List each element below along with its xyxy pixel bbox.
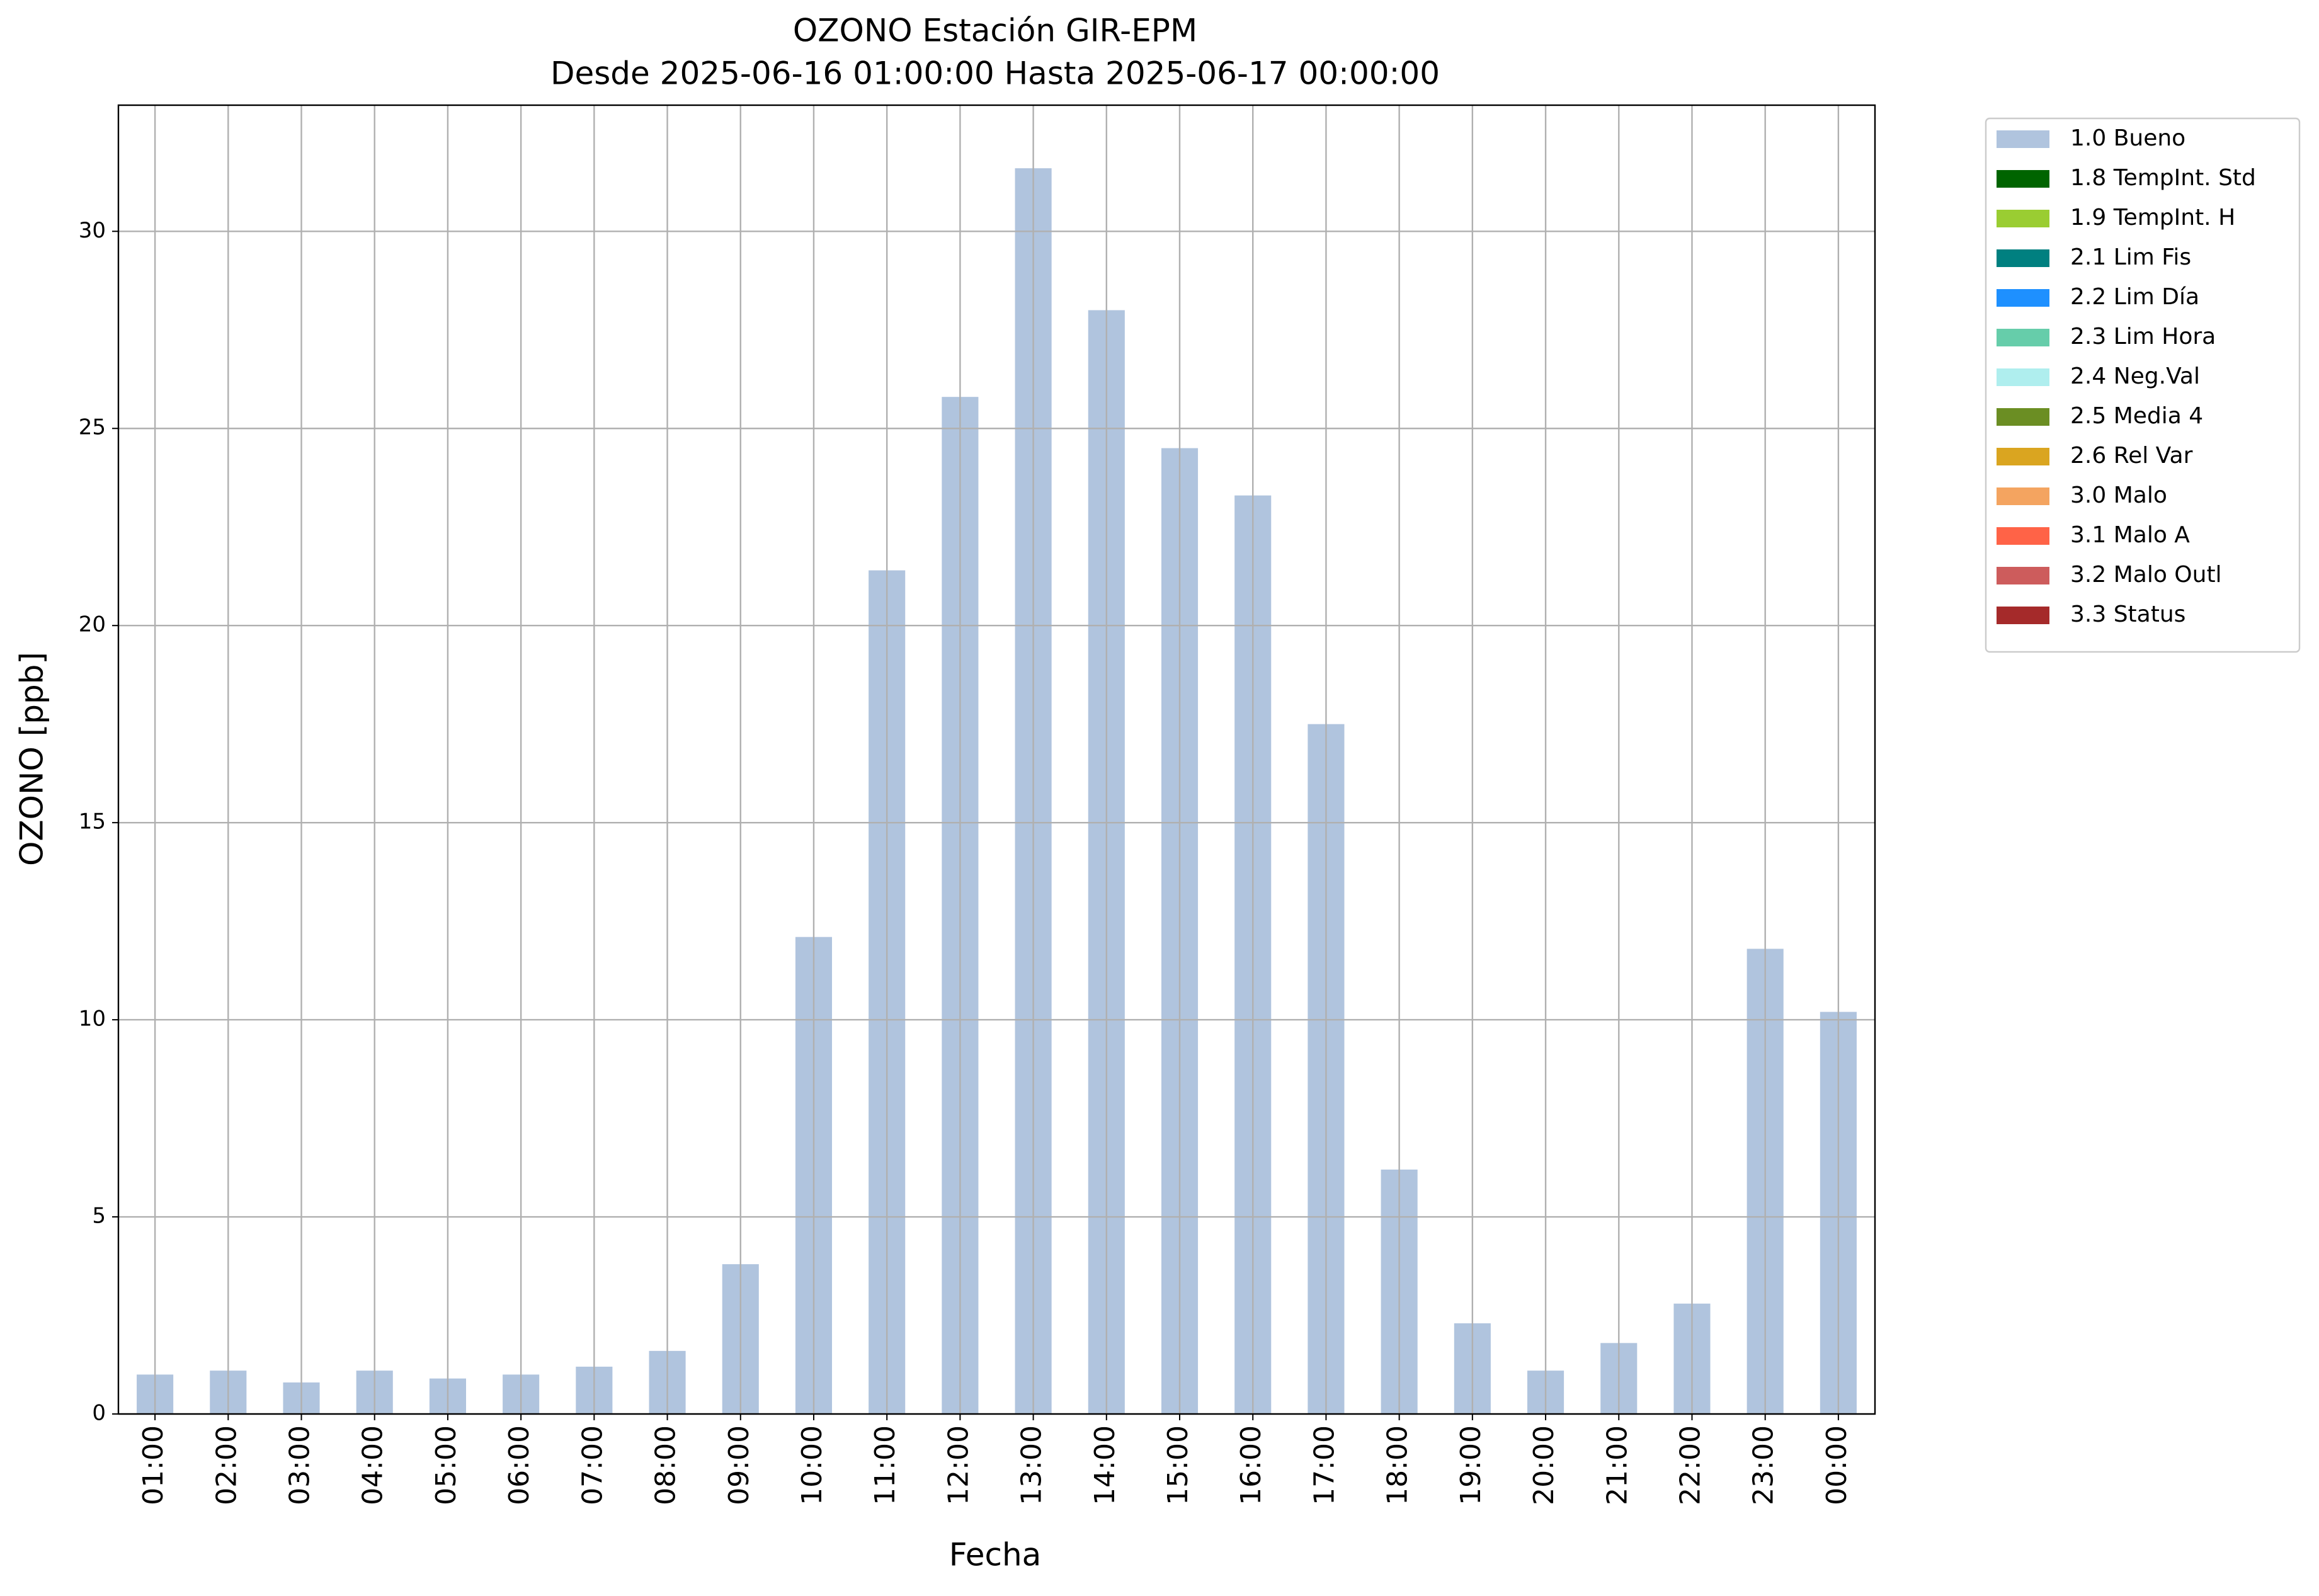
x-tick-label: 19:00 — [1455, 1425, 1487, 1505]
legend-swatch — [1997, 170, 2049, 188]
legend-label: 2.3 Lim Hora — [2070, 324, 2216, 350]
x-tick-label: 17:00 — [1308, 1425, 1340, 1505]
y-axis-label: OZONO [ppb] — [14, 652, 50, 866]
legend-swatch — [1997, 130, 2049, 148]
x-tick-label: 14:00 — [1089, 1425, 1121, 1505]
x-tick-label: 11:00 — [869, 1425, 901, 1505]
legend-label: 2.5 Media 4 — [2070, 403, 2203, 429]
legend-label: 2.1 Lim Fis — [2070, 244, 2191, 270]
legend-swatch — [1997, 249, 2049, 267]
x-tick-label: 12:00 — [942, 1425, 974, 1505]
y-tick-label: 10 — [79, 1006, 106, 1032]
legend-label: 3.0 Malo — [2070, 482, 2167, 508]
y-tick-label: 0 — [92, 1401, 106, 1426]
x-axis-label: Fecha — [949, 1537, 1042, 1573]
x-tick-label: 04:00 — [357, 1425, 389, 1505]
y-tick-label: 25 — [79, 415, 106, 440]
legend-swatch — [1997, 210, 2049, 227]
y-tick-label: 30 — [79, 218, 106, 243]
legend-box — [1985, 117, 2301, 653]
x-tick-label: 23:00 — [1748, 1425, 1780, 1505]
x-tick-label: 06:00 — [503, 1425, 535, 1505]
legend-label: 1.0 Bueno — [2070, 125, 2185, 151]
legend-swatch — [1997, 607, 2049, 624]
plot-frame — [117, 104, 1876, 1415]
legend-label: 1.9 TempInt. H — [2070, 205, 2235, 231]
legend-swatch — [1997, 487, 2049, 505]
x-tick-label: 22:00 — [1674, 1425, 1706, 1505]
x-tick-label: 07:00 — [576, 1425, 608, 1505]
legend-swatch — [1997, 448, 2049, 465]
legend-label: 2.2 Lim Día — [2070, 284, 2199, 310]
legend-swatch — [1997, 289, 2049, 307]
y-tick-label: 15 — [79, 809, 106, 835]
legend-swatch — [1997, 567, 2049, 584]
x-tick-label: 01:00 — [137, 1425, 169, 1505]
x-tick-label: 21:00 — [1601, 1425, 1633, 1505]
legend-label: 2.4 Neg.Val — [2070, 363, 2200, 389]
legend-label: 2.6 Rel Var — [2070, 443, 2193, 469]
legend-label: 3.3 Status — [2070, 601, 2185, 627]
x-tick-label: 16:00 — [1235, 1425, 1267, 1505]
y-tick-label: 5 — [92, 1204, 106, 1229]
legend-label: 1.8 TempInt. Std — [2070, 165, 2256, 191]
legend-swatch — [1997, 527, 2049, 545]
legend-label: 3.1 Malo A — [2070, 522, 2190, 548]
chart-subtitle: Desde 2025-06-16 01:00:00 Hasta 2025-06-… — [550, 55, 1440, 92]
x-tick-label: 00:00 — [1821, 1425, 1853, 1505]
x-tick-label: 03:00 — [284, 1425, 316, 1505]
x-tick-label: 05:00 — [430, 1425, 462, 1505]
x-tick-label: 08:00 — [650, 1425, 682, 1505]
x-tick-label: 09:00 — [723, 1425, 755, 1505]
x-tick-label: 10:00 — [796, 1425, 828, 1505]
x-tick-label: 15:00 — [1162, 1425, 1194, 1505]
x-tick-label: 18:00 — [1382, 1425, 1414, 1505]
legend-swatch — [1997, 408, 2049, 426]
x-tick-label: 02:00 — [210, 1425, 242, 1505]
legend-swatch — [1997, 329, 2049, 346]
chart-title: OZONO Estación GIR-EPM — [793, 13, 1197, 49]
legend-label: 3.2 Malo Outl — [2070, 562, 2222, 588]
x-tick-label: 20:00 — [1528, 1425, 1560, 1505]
x-tick-label: 13:00 — [1016, 1425, 1048, 1505]
y-tick-label: 20 — [79, 612, 106, 637]
legend-swatch — [1997, 368, 2049, 386]
